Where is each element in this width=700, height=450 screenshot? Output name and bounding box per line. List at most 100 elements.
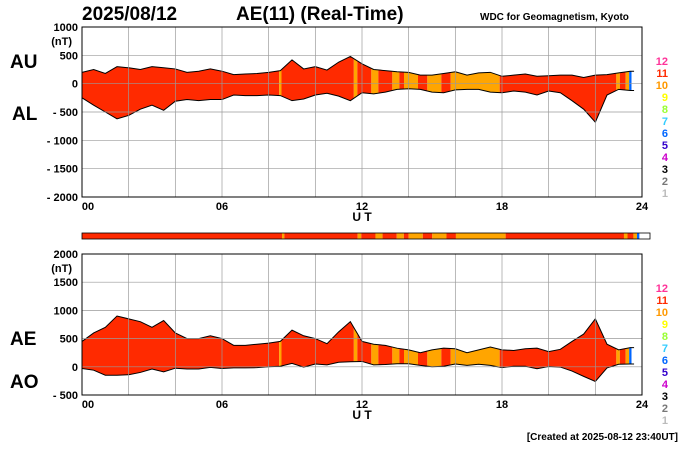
coverage-segment xyxy=(357,233,362,239)
ae-label: AE xyxy=(10,329,37,350)
x-tick-label: 00 xyxy=(82,399,94,411)
au-frame xyxy=(81,26,643,198)
au-fill-band xyxy=(418,56,428,123)
ae-fill-band xyxy=(82,316,280,382)
coverage-segment xyxy=(455,233,506,239)
y-tick-label: 1500 xyxy=(54,277,78,289)
coverage-segment xyxy=(281,233,285,239)
created-timestamp: [Created at 2025-08-12 23:40UT] xyxy=(526,432,678,443)
al-label: AL xyxy=(12,104,38,125)
y-tick-label: - 1000 xyxy=(47,135,78,147)
x-tick-label: 06 xyxy=(216,399,228,411)
ae-fill-band xyxy=(371,316,379,382)
ae-fill-band xyxy=(357,316,372,382)
au-fill-band xyxy=(441,56,451,123)
y-axis-unit: (nT) xyxy=(51,36,72,48)
legend-item: 12 xyxy=(656,56,668,68)
au-fill-band xyxy=(279,56,282,123)
au-label: AU xyxy=(10,52,38,73)
coverage-segment xyxy=(382,233,397,239)
coverage-segment xyxy=(623,233,628,239)
ae-fill-band xyxy=(378,316,393,382)
ae-fill-band xyxy=(441,316,451,382)
coverage-segment xyxy=(627,233,634,239)
coverage-segment xyxy=(446,233,456,239)
legend-item: 1 xyxy=(662,415,668,427)
y-tick-label: - 2000 xyxy=(47,192,78,204)
x-axis-label: U T xyxy=(352,210,372,224)
y-tick-label: - 1500 xyxy=(47,164,78,176)
legend-item: 3 xyxy=(662,164,668,176)
au-fill-band xyxy=(371,56,379,123)
x-tick-label: 24 xyxy=(636,399,649,411)
y-tick-label: 2000 xyxy=(54,249,78,261)
ae-fill-band xyxy=(281,316,354,382)
y-tick-label: - 500 xyxy=(53,390,78,402)
legend-item: 10 xyxy=(656,307,668,319)
y-tick-label: 1000 xyxy=(54,305,78,317)
legend-item: 5 xyxy=(662,367,668,379)
coverage-segment xyxy=(396,233,404,239)
coverage-segment xyxy=(361,233,376,239)
x-tick-label: 18 xyxy=(496,201,508,213)
ae-frame xyxy=(81,253,643,396)
y-tick-label: 500 xyxy=(60,334,78,346)
ae-fill-band xyxy=(625,316,630,382)
coverage-segment xyxy=(375,233,383,239)
legend-item: 2 xyxy=(662,403,668,415)
ae-fill-band xyxy=(629,316,632,382)
legend-item: 12 xyxy=(656,283,668,295)
ae-fill-band xyxy=(616,316,620,382)
coverage-segment xyxy=(403,233,409,239)
y-tick-label: 0 xyxy=(72,362,78,374)
legend-item: 2 xyxy=(662,176,668,188)
x-tick-label: 24 xyxy=(636,201,649,213)
ae-fill-band xyxy=(404,316,418,382)
y-tick-label: - 500 xyxy=(53,107,78,119)
legend-item: 11 xyxy=(656,295,668,307)
chart-date: 2025/08/12 xyxy=(82,4,178,25)
x-tick-label: 12 xyxy=(356,399,368,411)
legend-item: 7 xyxy=(662,116,668,128)
coverage-segment xyxy=(633,233,637,239)
legend-item: 1 xyxy=(662,188,668,200)
ae-fill-band xyxy=(353,316,358,382)
x-tick-label: 18 xyxy=(496,399,508,411)
legend-item: 7 xyxy=(662,343,668,355)
legend-item: 3 xyxy=(662,391,668,403)
y-tick-label: 500 xyxy=(60,50,78,62)
legend-item: 10 xyxy=(656,80,668,92)
data-source: WDC for Geomagnetism, Kyoto xyxy=(480,12,629,23)
au-fill-band xyxy=(629,56,632,123)
ae-fill-band xyxy=(427,316,442,382)
legend-item: 11 xyxy=(656,68,668,80)
au-fill-band xyxy=(625,56,630,123)
x-tick-label: 06 xyxy=(216,201,228,213)
x-tick-label: 00 xyxy=(82,201,94,213)
x-axis-label: U T xyxy=(352,408,372,422)
legend-item: 6 xyxy=(662,355,668,367)
legend-item: 4 xyxy=(662,379,669,391)
legend-item: 4 xyxy=(662,152,669,164)
legend-item: 9 xyxy=(662,92,668,104)
au-fill-band xyxy=(353,56,358,123)
legend-item: 5 xyxy=(662,140,668,152)
x-tick-label: 12 xyxy=(356,201,368,213)
coverage-segment xyxy=(422,233,433,239)
coverage-segment xyxy=(432,233,447,239)
ae-fill-band xyxy=(418,316,428,382)
legend-item: 8 xyxy=(662,331,668,343)
legend-item: 9 xyxy=(662,319,668,331)
legend-item: 8 xyxy=(662,104,668,116)
y-tick-label: 1000 xyxy=(54,22,78,34)
ae-fill-band xyxy=(499,316,617,382)
chart-title: AE(11) (Real-Time) xyxy=(236,4,404,25)
coverage-segment xyxy=(284,233,358,239)
ae-fill-band xyxy=(279,316,282,382)
coverage-segment xyxy=(636,233,640,239)
ao-label: AO xyxy=(10,372,39,393)
y-axis-unit: (nT) xyxy=(51,263,72,275)
ae-fill-band xyxy=(399,316,404,382)
ae-fill-band xyxy=(619,316,626,382)
ae-fill-band xyxy=(450,316,500,382)
